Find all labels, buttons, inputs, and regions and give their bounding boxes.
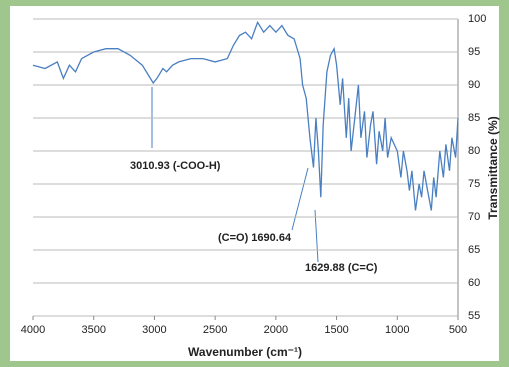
x-tick-label: 2500 — [203, 324, 227, 336]
y-tick-label: 80 — [468, 145, 480, 157]
x-tick-label: 3000 — [142, 324, 166, 336]
y-tick-label: 60 — [468, 277, 480, 289]
annotation: (C=O) 1690.64 — [218, 232, 292, 244]
leader-line — [314, 209, 319, 263]
annotation: 3010.93 (-COO-H) — [130, 160, 221, 172]
y-tick-label: 85 — [468, 112, 480, 124]
y-tick-label: 70 — [468, 211, 480, 223]
y-tick-label: 55 — [468, 310, 480, 322]
annotation: 1629.88 (C=C) — [305, 262, 378, 274]
y-tick-label: 75 — [468, 178, 480, 190]
spectrum-line — [32, 20, 459, 211]
y-tick-label: 65 — [468, 244, 480, 256]
x-tick-label: 1000 — [385, 324, 409, 336]
x-tick-label: 4000 — [21, 324, 45, 336]
x-tick-label: 1500 — [324, 324, 348, 336]
x-axis-title: Wavenumber (cm⁻¹) — [188, 345, 302, 359]
y-tick-label: 95 — [468, 46, 480, 58]
y-axis-title: Transmittance (%) — [486, 116, 500, 219]
x-tick-label: 500 — [449, 324, 467, 336]
x-tick-label: 3500 — [81, 324, 105, 336]
y-tick-label: 90 — [468, 79, 480, 91]
y-tick-label: 100 — [468, 13, 486, 25]
leader-line — [291, 167, 309, 231]
x-tick-label: 2000 — [264, 324, 288, 336]
